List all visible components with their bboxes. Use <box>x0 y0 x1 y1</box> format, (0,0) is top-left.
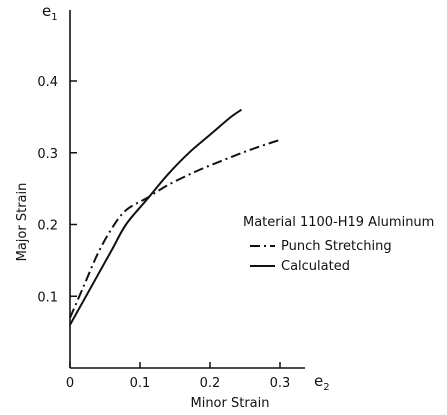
y-tick-label: 0.4 <box>37 75 58 90</box>
legend-label-calculated: Calculated <box>281 259 350 274</box>
y-tick-label: 0.1 <box>37 290 58 305</box>
series-line-calculated <box>69 108 243 326</box>
legend-label-punch-stretching: Punch Stretching <box>281 239 392 254</box>
series-layer <box>69 108 281 326</box>
y-tick-label: 0.3 <box>37 147 58 162</box>
x-tick-label: 0 <box>66 376 74 391</box>
y-axis-symbol: e1 <box>42 2 58 23</box>
x-axis-symbol: e2 <box>314 372 330 393</box>
y-tick-label: 0.2 <box>37 219 58 234</box>
x-tick-label: 0.2 <box>200 376 221 391</box>
x-axis-label: Minor Strain <box>190 396 269 411</box>
y-axis-label: Major Strain <box>15 183 30 262</box>
y-ticks: 0.1 0.2 0.3 0.4 <box>37 75 77 305</box>
x-tick-label: 0.3 <box>270 376 291 391</box>
x-tick-label: 0.1 <box>130 376 151 391</box>
legend-title: Material 1100-H19 Aluminum <box>243 215 434 230</box>
axes <box>69 10 305 369</box>
legend: Material 1100-H19 Aluminum Punch Stretch… <box>243 215 434 274</box>
x-ticks: 0 0.1 0.2 0.3 <box>66 362 290 391</box>
